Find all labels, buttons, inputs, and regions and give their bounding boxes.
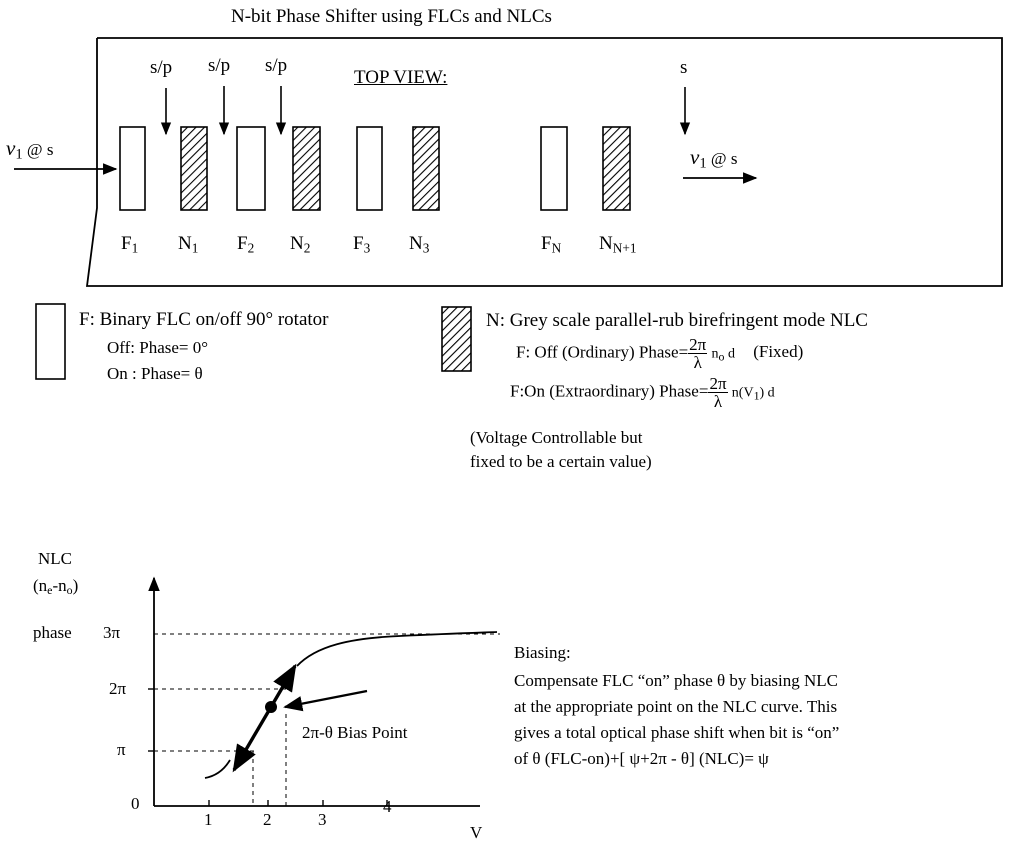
- x-tick-2: 2: [263, 810, 272, 829]
- nlc-curve-upper: [296, 631, 498, 667]
- s-label: s: [680, 57, 688, 78]
- bias-point: [265, 701, 277, 713]
- graph-ylabel-nlc: NLC: [38, 549, 72, 568]
- nlc-cell-n2: [292, 126, 321, 211]
- element-label-n1: N1: [178, 233, 199, 256]
- voltage-note-1: (Voltage Controllable but: [470, 428, 643, 447]
- top-view-frame: [85, 37, 1003, 287]
- element-label-n3: N3: [409, 233, 430, 256]
- biasing-line-3: gives a total optical phase shift when b…: [514, 723, 840, 742]
- element-label-f3: F3: [353, 233, 371, 256]
- biasing-title: Biasing:: [514, 643, 571, 662]
- flc-cell-f1: [119, 126, 146, 211]
- nlc-cell-n1: [180, 126, 208, 211]
- y-tick-pi: π: [117, 740, 126, 759]
- legend-nlc-off: F: Off (Ordinary) Phase= 2π λ no d (Fixed): [516, 335, 804, 372]
- y-tick-0: 0: [131, 794, 140, 813]
- y-tick-2pi: 2π: [109, 679, 127, 698]
- legend-nlc-on: F:On (Extraordinary) Phase= 2π λ n(V1) d: [510, 374, 775, 411]
- sp-label-3: s/p: [265, 55, 288, 76]
- element-label-f2: F2: [237, 233, 255, 256]
- legend-flc-off: Off: Phase= 0°: [107, 338, 209, 357]
- biasing-line-1: Compensate FLC “on” phase θ by biasing N…: [514, 671, 839, 690]
- graph-ylabel-index: (ne-no): [33, 576, 79, 597]
- x-tick-3: 3: [318, 810, 327, 829]
- element-label-n2: N2: [290, 233, 311, 256]
- flc-cell-f2: [236, 126, 266, 211]
- output-signal-label: v1 @ s: [690, 145, 738, 172]
- diagram-title: N-bit Phase Shifter using FLCs and NLCs: [231, 6, 552, 27]
- input-signal-label: v1 @ s: [6, 136, 54, 163]
- graph-ylabel-phase: phase: [33, 623, 72, 642]
- element-label-nn1: NN+1: [599, 233, 637, 256]
- x-tick-4: 4: [383, 797, 392, 816]
- legend-flc-symbol: [35, 303, 66, 380]
- element-label-f1: F1: [121, 233, 139, 256]
- biasing-line-2: at the appropriate point on the NLC curv…: [514, 697, 838, 716]
- nlc-cell-n3: [412, 126, 440, 211]
- bias-point-label: 2π-θ Bias Point: [302, 723, 408, 742]
- sp-label-1: s/p: [150, 57, 173, 78]
- bias-pointer-arrow: [283, 689, 368, 712]
- flc-cell-f3: [356, 126, 383, 211]
- element-label-fn: FN: [541, 233, 562, 256]
- y-tick-3pi: 3π: [103, 623, 121, 642]
- nlc-cell-nn1: [602, 126, 631, 211]
- legend-flc-title: F: Binary FLC on/off 90° rotator: [79, 309, 329, 330]
- voltage-note-2: fixed to be a certain value): [470, 452, 652, 471]
- top-view-label: TOP VIEW:: [354, 67, 448, 88]
- legend-nlc-symbol: [441, 306, 472, 372]
- legend-flc-on: On : Phase= θ: [107, 364, 203, 383]
- bias-segment-down: [232, 706, 273, 773]
- flc-cell-fn: [540, 126, 568, 211]
- sp-label-2: s/p: [208, 55, 231, 76]
- graph-xlabel: V: [470, 823, 483, 842]
- nlc-curve-lower: [204, 759, 231, 779]
- biasing-line-4: of θ (FLC-on)+[ ψ+2π - θ] (NLC)= ψ: [514, 749, 769, 768]
- x-tick-1: 1: [204, 810, 213, 829]
- legend-nlc-title: N: Grey scale parallel-rub birefringent …: [486, 310, 868, 331]
- bias-segment-up: [269, 663, 297, 708]
